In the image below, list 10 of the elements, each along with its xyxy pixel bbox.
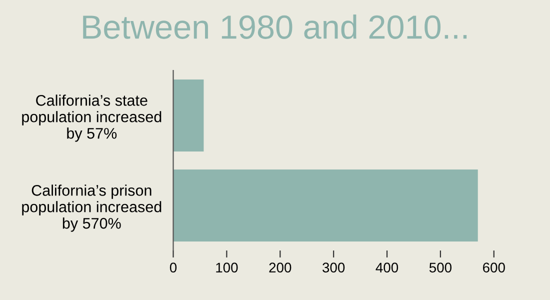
- x-tick-label: 400: [376, 262, 398, 273]
- x-tick-label: 600: [483, 262, 505, 273]
- x-tick-label: 100: [216, 262, 238, 273]
- y-tick-label: California’s prison population increased by 570%: [22, 184, 162, 232]
- x-tick-label: 300: [322, 262, 345, 273]
- x-tick-label: 500: [429, 262, 452, 273]
- x-tick-label: 0: [170, 262, 177, 273]
- chart-title: Between 1980 and 2010...: [83, 14, 467, 39]
- x-tick-label: 200: [269, 262, 292, 273]
- y-tick-label: California’s state population increased by 57%: [22, 94, 162, 142]
